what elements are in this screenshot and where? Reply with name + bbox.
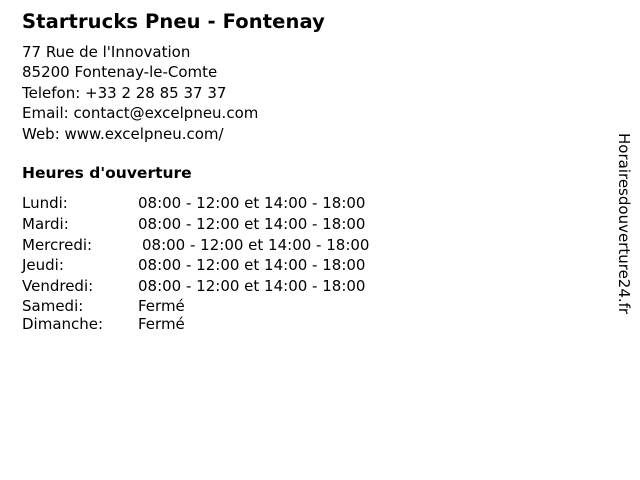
table-row: Mercredi: 08:00 - 12:00 et 14:00 - 18:00: [22, 235, 369, 256]
day-label: Mercredi:: [22, 235, 93, 254]
table-row: Vendredi: 08:00 - 12:00 et 14:00 - 18:00: [22, 276, 369, 297]
page-title: Startrucks Pneu - Fontenay: [22, 10, 325, 33]
address-street: 77 Rue de l'Innovation: [22, 43, 191, 61]
table-row: Dimanche: Fermé: [22, 315, 369, 333]
day-label: Dimanche:: [22, 315, 104, 334]
table-row: Mardi: 08:00 - 12:00 et 14:00 - 18:00: [22, 214, 369, 235]
opening-hours-heading: Heures d'ouverture: [22, 164, 192, 182]
day-label: Samedi:: [22, 296, 84, 315]
day-hours: Fermé: [138, 315, 185, 334]
day-label: Mardi:: [22, 214, 69, 233]
day-label: Vendredi:: [22, 277, 94, 296]
day-hours: 08:00 - 12:00 et 14:00 - 18:00: [138, 277, 366, 296]
day-hours: 08:00 - 12:00 et 14:00 - 18:00: [142, 235, 370, 254]
day-hours: 08:00 - 12:00 et 14:00 - 18:00: [138, 256, 366, 275]
day-label: Lundi:: [22, 194, 68, 212]
email-line: Email: contact@excelpneu.com: [22, 104, 259, 123]
day-hours: Fermé: [138, 296, 185, 315]
day-hours: 08:00 - 12:00 et 14:00 - 18:00: [138, 194, 366, 212]
website-line: Web: www.excelpneu.com/: [22, 124, 224, 143]
phone-line: Telefon: +33 2 28 85 37 37: [22, 83, 227, 102]
table-row: Lundi: 08:00 - 12:00 et 14:00 - 18:00: [22, 193, 369, 214]
opening-hours-table: Lundi: 08:00 - 12:00 et 14:00 - 18:00 Ma…: [22, 193, 369, 333]
address-city: 85200 Fontenay-le-Comte: [22, 63, 218, 82]
watermark-brand: Horairesdouverture24.fr: [615, 133, 633, 315]
table-row: Jeudi: 08:00 - 12:00 et 14:00 - 18:00: [22, 255, 369, 276]
contact-details: 77 Rue de l'Innovation 85200 Fontenay-le…: [22, 42, 258, 144]
table-row: Samedi: Fermé: [22, 297, 369, 315]
day-hours: 08:00 - 12:00 et 14:00 - 18:00: [138, 214, 366, 233]
day-label: Jeudi:: [22, 256, 64, 275]
